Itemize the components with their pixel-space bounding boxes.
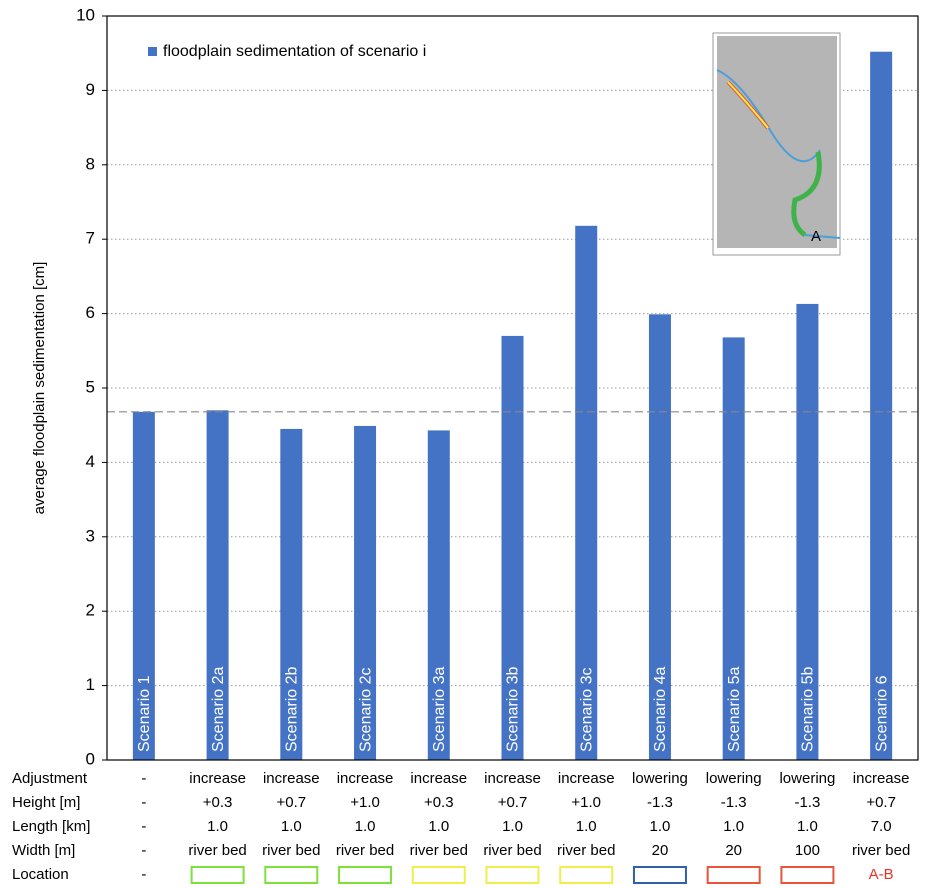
table-cell: increase	[189, 770, 246, 787]
table-cell: -1.3	[647, 794, 673, 811]
table-cell: river bed	[336, 842, 394, 859]
inset-map: A	[713, 33, 840, 255]
inset-label: A	[811, 228, 821, 245]
table-cell: +0.3	[424, 794, 454, 811]
row-label: Adjustment	[12, 770, 88, 787]
category-label: Scenario 3c	[578, 668, 595, 753]
table-cell: -1.3	[721, 794, 747, 811]
bar	[870, 52, 892, 760]
category-label: Scenario 5b	[800, 667, 817, 752]
y-tick-label: 6	[86, 303, 95, 322]
table-cell: increase	[853, 770, 910, 787]
table-cell: +0.7	[866, 794, 896, 811]
y-tick-label: 4	[86, 452, 95, 471]
table-cell: 1.0	[502, 818, 523, 835]
table-cell: increase	[337, 770, 394, 787]
y-tick-label: 3	[86, 526, 95, 545]
table-cell: river bed	[852, 842, 910, 859]
location-box	[560, 867, 612, 883]
table-cell: increase	[410, 770, 467, 787]
location-box	[708, 867, 760, 883]
table-cell: increase	[558, 770, 615, 787]
table-cell: -	[141, 818, 146, 835]
y-tick-label: 8	[86, 154, 95, 173]
table-cell: +0.7	[498, 794, 528, 811]
y-axis-label: average floodplain sedimentation [cm]	[31, 262, 48, 515]
table-cell: 100	[795, 842, 820, 859]
table-cell: river bed	[262, 842, 320, 859]
location-label: -	[141, 866, 146, 883]
table-cell: 1.0	[207, 818, 228, 835]
category-label: Scenario 4a	[652, 667, 669, 752]
table-cell: 1.0	[797, 818, 818, 835]
location-box	[265, 867, 317, 883]
table-cell: +0.7	[277, 794, 307, 811]
category-label: Scenario 2c	[357, 668, 374, 753]
table-cell: 1.0	[576, 818, 597, 835]
table-cell: river bed	[557, 842, 615, 859]
legend-swatch	[148, 47, 157, 56]
table-cell: lowering	[632, 770, 688, 787]
table-cell: lowering	[779, 770, 835, 787]
y-tick-label: 10	[76, 5, 95, 24]
y-tick-label: 9	[86, 80, 95, 99]
location-box	[339, 867, 391, 883]
location-box	[487, 867, 539, 883]
y-tick-label: 5	[86, 377, 95, 396]
category-label: Scenario 2b	[284, 667, 301, 752]
table-cell: river bed	[188, 842, 246, 859]
table-cell: -1.3	[794, 794, 820, 811]
category-label: Scenario 5a	[726, 667, 743, 752]
table-cell: +1.0	[571, 794, 601, 811]
location-box	[634, 867, 686, 883]
table-cell: 7.0	[871, 818, 892, 835]
table-cell: 1.0	[723, 818, 744, 835]
table-cell: 20	[725, 842, 742, 859]
table-cell: 1.0	[428, 818, 449, 835]
table-cell: river bed	[410, 842, 468, 859]
category-label: Scenario 3a	[431, 667, 448, 752]
category-label: Scenario 1	[136, 675, 153, 752]
table-cell: increase	[263, 770, 320, 787]
table-cell: 1.0	[650, 818, 671, 835]
table-cell: 1.0	[281, 818, 302, 835]
row-label: Length [km]	[12, 818, 90, 835]
table-cell: 1.0	[355, 818, 376, 835]
table-cell: -	[141, 842, 146, 859]
table-cell: river bed	[483, 842, 541, 859]
category-label: Scenario 3b	[505, 667, 522, 752]
y-tick-label: 0	[86, 749, 95, 768]
table-cell: -	[141, 770, 146, 787]
category-label: Scenario 6	[873, 675, 890, 752]
location-box	[413, 867, 465, 883]
y-tick-label: 1	[86, 675, 95, 694]
category-label: Scenario 2a	[210, 667, 227, 752]
chart: 0 1 2 3 4 5 6 7 8 9 10 Scenario 1 Scenario 2a Scenari…	[0, 0, 925, 888]
row-label: Height [m]	[12, 794, 80, 811]
legend-label: floodplain sedimentation of scenario i	[163, 43, 426, 60]
location-label: A-B	[869, 866, 894, 883]
table-cell: increase	[484, 770, 541, 787]
location-box	[192, 867, 244, 883]
table-cell: -	[141, 794, 146, 811]
y-tick-label: 2	[86, 601, 95, 620]
row-label: Location	[12, 866, 69, 883]
table-cell: 20	[652, 842, 669, 859]
row-label: Width [m]	[12, 842, 75, 859]
table-cell: +0.3	[203, 794, 233, 811]
table-cell: +1.0	[350, 794, 380, 811]
y-tick-label: 7	[86, 229, 95, 248]
table-cell: lowering	[706, 770, 762, 787]
location-box	[781, 867, 833, 883]
